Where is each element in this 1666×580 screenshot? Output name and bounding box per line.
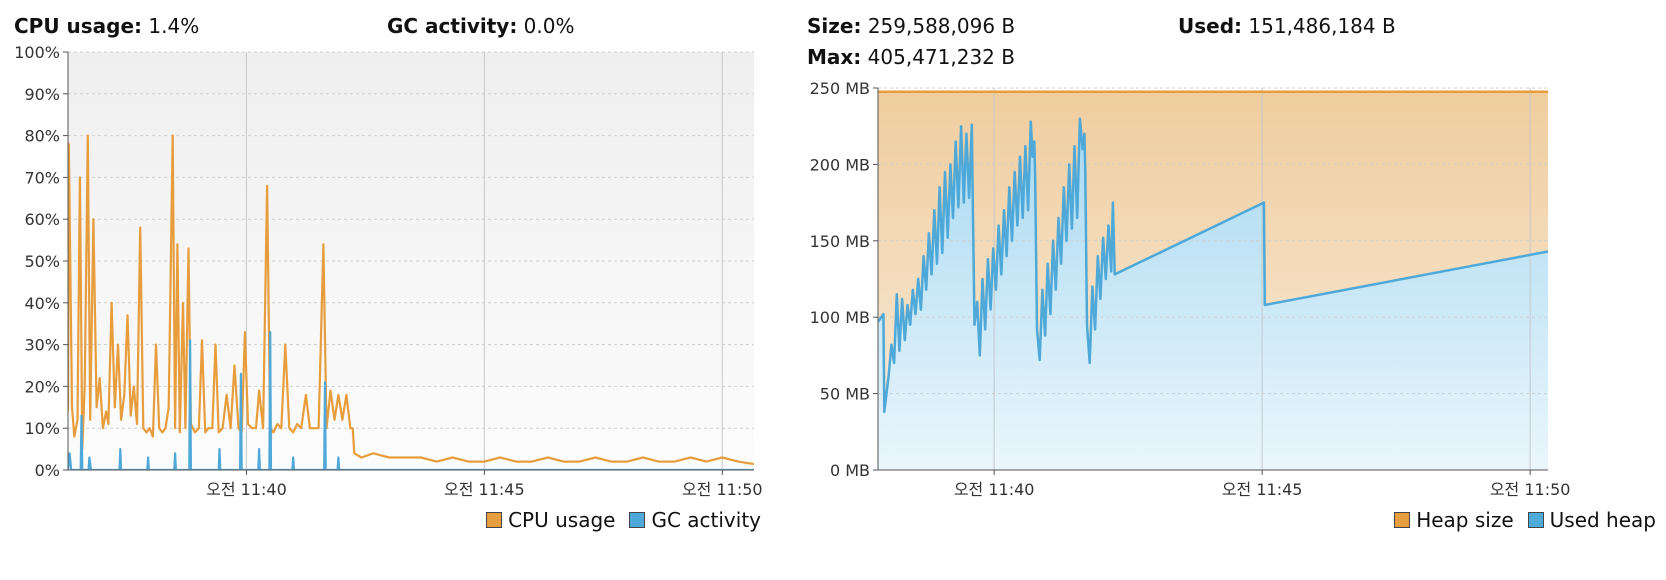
- gc-activity-line: [68, 331, 754, 470]
- heap-used-value: 151,486,184 B: [1248, 14, 1396, 38]
- legend-swatch-heap-size: [1394, 512, 1411, 528]
- legend-swatch-cpu-usage: [486, 512, 503, 528]
- legend-swatch-used-heap: [1527, 512, 1544, 528]
- cpu-x-tick-label: 오전 11:40: [206, 480, 287, 499]
- cpu-y-tick-label: 30%: [24, 336, 60, 355]
- gc-activity-label: GC activity:: [387, 14, 518, 38]
- heap-size-stat: Size: 259,588,096 B: [807, 14, 1015, 38]
- used-heap-area: [878, 118, 1548, 470]
- cpu-usage-value: 1.4%: [148, 14, 200, 38]
- heap-y-tick-label: 150 MB: [810, 232, 870, 251]
- heap-max-value: 405,471,232 B: [867, 45, 1015, 69]
- heap-y-tick-label: 250 MB: [810, 79, 870, 98]
- used-heap-line: [878, 117, 1548, 414]
- heap-used-label: Used:: [1178, 14, 1243, 38]
- heap-y-tick-label: 0 MB: [830, 461, 870, 480]
- legend-swatch-gc-activity: [629, 512, 646, 528]
- legend-item-used-heap: Used heap: [1527, 508, 1656, 532]
- legend-label-gc-activity: GC activity: [651, 508, 761, 532]
- heap-max-label: Max:: [807, 45, 862, 69]
- legend-item-heap-size: Heap size: [1394, 508, 1514, 532]
- gc-activity-value: 0.0%: [523, 14, 575, 38]
- heap-x-tick-label: 오전 11:45: [1222, 480, 1303, 499]
- heap-y-tick-label: 100 MB: [810, 308, 870, 327]
- heap-size-value: 259,588,096 B: [867, 14, 1016, 38]
- legend-label-cpu-usage: CPU usage: [508, 508, 616, 532]
- heap-used-stat: Used: 151,486,184 B: [1178, 14, 1396, 38]
- legend-item-cpu-usage: CPU usage: [486, 508, 615, 532]
- cpu-chart: 0% 10% 20% 30% 40% 50% 60% 70% 80% 90% 100% 오전 11:…: [14, 43, 762, 499]
- heap-y-tick-label: 200 MB: [810, 155, 870, 174]
- cpu-y-tick-label: 20%: [24, 377, 60, 396]
- cpu-usage-label: CPU usage:: [14, 14, 143, 38]
- heap-max-stat: Max: 405,471,232 B: [807, 45, 1015, 69]
- cpu-y-tick-label: 60%: [24, 210, 60, 229]
- heap-legend: Heap size Used heap: [1394, 508, 1656, 532]
- heap-x-tick-label: 오전 11:50: [1490, 480, 1571, 499]
- cpu-x-tick-label: 오전 11:50: [682, 480, 763, 499]
- heap-y-axis: 0 MB 50 MB 100 MB 150 MB 200 MB 250 MB: [810, 79, 878, 480]
- cpu-y-tick-label: 100%: [14, 43, 60, 62]
- heap-x-tick-label: 오전 11:40: [954, 480, 1035, 499]
- legend-label-heap-size: Heap size: [1416, 508, 1514, 532]
- heap-x-axis: 오전 11:40 오전 11:45 오전 11:50: [954, 470, 1571, 499]
- heap-y-tick-label: 50 MB: [820, 385, 870, 404]
- cpu-y-axis: 0% 10% 20% 30% 40% 50% 60% 70% 80% 90% 100%: [14, 43, 68, 480]
- cpu-x-axis: 오전 11:40 오전 11:45 오전 11:50: [206, 470, 763, 499]
- cpu-y-tick-label: 10%: [24, 419, 60, 438]
- cpu-y-tick-label: 90%: [24, 85, 60, 104]
- legend-item-gc-activity: GC activity: [629, 508, 761, 532]
- cpu-usage-stat: CPU usage: 1.4%: [14, 14, 199, 38]
- cpu-y-tick-label: 0%: [35, 461, 60, 480]
- cpu-legend: CPU usage GC activity: [486, 508, 761, 532]
- gc-activity-stat: GC activity: 0.0%: [387, 14, 574, 38]
- cpu-y-tick-label: 50%: [24, 252, 60, 271]
- cpu-y-tick-label: 40%: [24, 294, 60, 313]
- legend-label-used-heap: Used heap: [1549, 508, 1656, 532]
- cpu-y-tick-label: 80%: [24, 127, 60, 146]
- cpu-x-tick-label: 오전 11:45: [444, 480, 525, 499]
- heap-size-label: Size:: [807, 14, 862, 38]
- cpu-y-tick-label: 70%: [24, 168, 60, 187]
- heap-chart: 0 MB 50 MB 100 MB 150 MB 200 MB 250 MB 오전 11:…: [810, 79, 1571, 499]
